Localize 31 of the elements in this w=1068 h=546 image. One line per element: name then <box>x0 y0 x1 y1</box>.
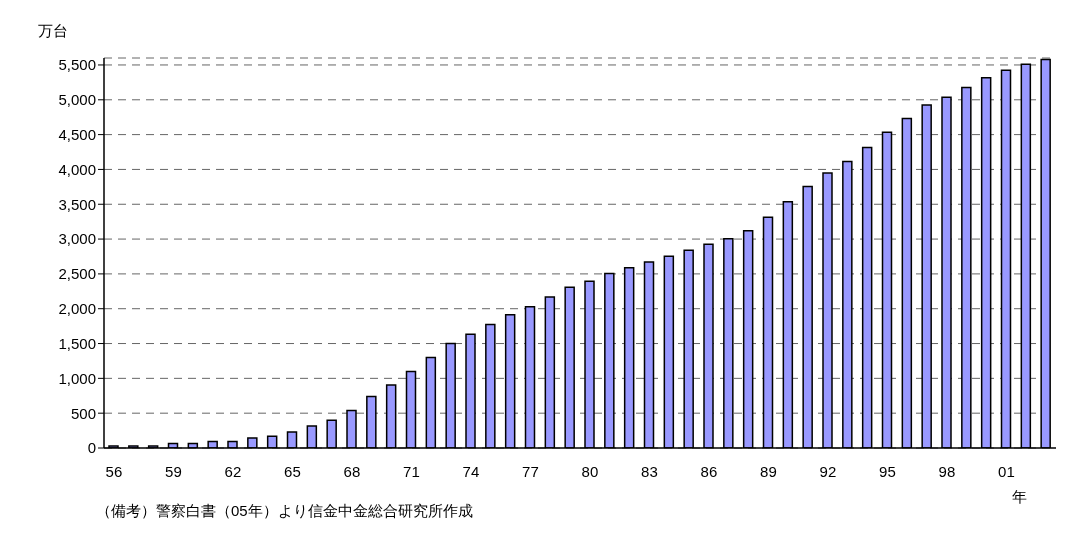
x-tick-label: 62 <box>224 462 242 480</box>
x-tick-label: 65 <box>284 462 301 480</box>
x-tick-label: 83 <box>641 462 658 480</box>
y-tick-label: 3,000 <box>58 230 96 248</box>
y-tick-label: 500 <box>70 404 96 422</box>
x-tick-label: 59 <box>165 462 182 480</box>
y-tick-label: 0 <box>87 439 96 457</box>
y-tick-label: 3,500 <box>58 195 96 213</box>
y-tick-label: 5,500 <box>58 56 96 74</box>
x-axis-title: 年 <box>1012 488 1027 507</box>
x-tick-label: 56 <box>105 462 123 480</box>
x-tick-label: 80 <box>581 462 599 480</box>
y-tick-label: 4,000 <box>58 160 96 178</box>
x-tick-label: 71 <box>403 462 420 480</box>
y-tick-label: 2,500 <box>58 265 96 283</box>
y-tick-label: 4,500 <box>58 125 96 143</box>
y-tick-label: 1,500 <box>58 334 96 352</box>
x-tick-label: 98 <box>938 462 956 480</box>
y-tick-label: 2,000 <box>58 300 96 318</box>
y-tick-label: 1,000 <box>58 369 96 387</box>
x-tick-label: 95 <box>879 462 896 480</box>
x-tick-label: 89 <box>760 462 777 480</box>
x-tick-label: 86 <box>700 462 718 480</box>
x-tick-label: 77 <box>522 462 539 480</box>
x-tick-label: 74 <box>462 462 480 480</box>
y-tick-label: 5,000 <box>58 91 96 109</box>
x-tick-label: 68 <box>343 462 361 480</box>
text: （備考）警察白書（05年）より信金中金総合研究所作成 <box>96 502 473 521</box>
y-axis-title: 万台 <box>38 22 68 41</box>
x-tick-label: 01 <box>998 462 1015 480</box>
x-tick-label: 92 <box>819 462 837 480</box>
